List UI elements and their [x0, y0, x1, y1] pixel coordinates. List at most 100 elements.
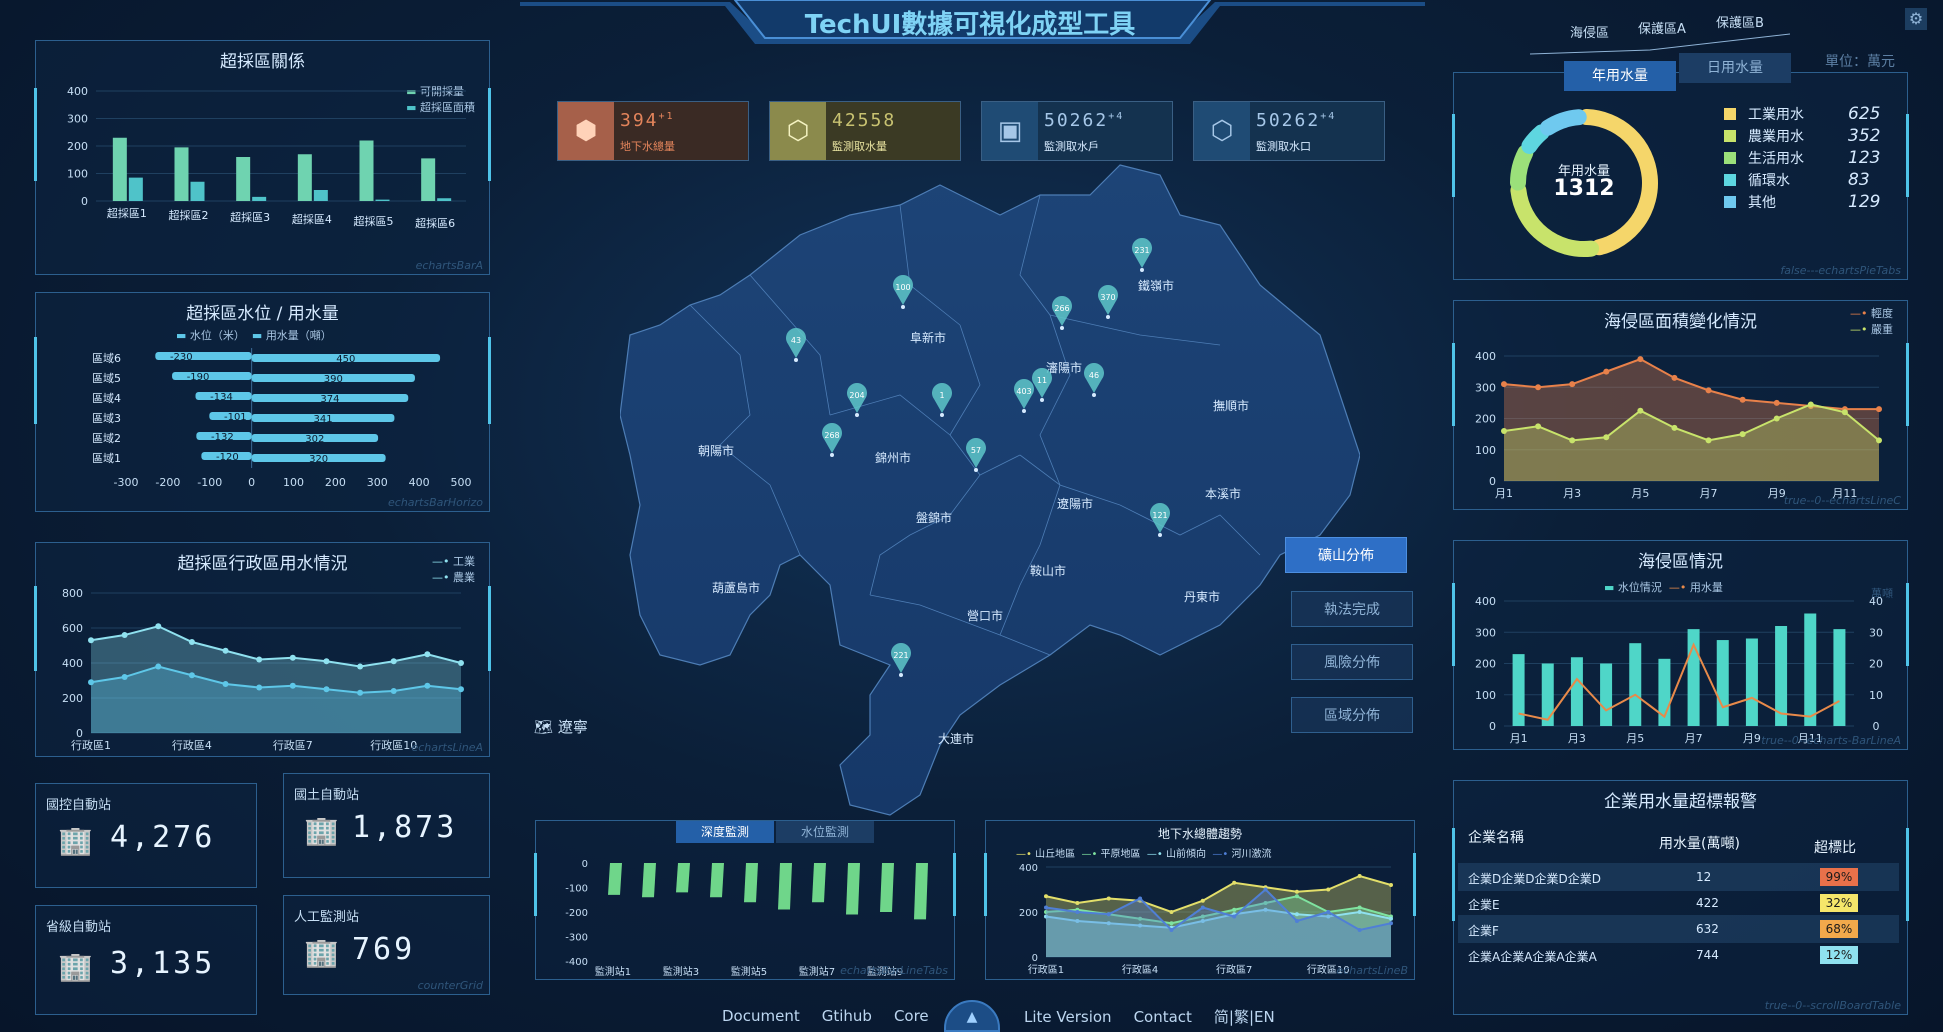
map-icon: 🗺	[534, 718, 554, 736]
tick-label-right: 40	[1869, 596, 1883, 608]
watermark: echartsLineA	[411, 741, 483, 754]
tab-daily[interactable]: 日用水量	[1679, 53, 1791, 83]
tick-label: 300	[367, 476, 388, 489]
data-point	[1263, 907, 1268, 912]
tick-label: 0	[1489, 475, 1496, 488]
bar	[437, 198, 452, 201]
data-point	[188, 672, 195, 679]
liaoning-map[interactable]: 鐵嶺市 阜新市 瀋陽市 撫順市 朝陽市 錦州市 遼陽市 本溪市 盤錦市 鞍山市 …	[620, 155, 1360, 845]
data-label: 302	[305, 434, 324, 445]
data-point	[1294, 912, 1299, 917]
category-label: 監測站9	[867, 965, 903, 978]
tick-label: -200	[565, 908, 588, 919]
stat-value: 3,135	[110, 946, 216, 981]
tick-label: 800	[62, 587, 83, 600]
tab-protected-b[interactable]: 保護區B	[1716, 16, 1764, 31]
tab-sea-intrusion[interactable]: 海侵區	[1570, 26, 1610, 41]
footer-link-document[interactable]: Document	[722, 1007, 800, 1025]
footer-link-lite[interactable]: Lite Version	[1024, 1008, 1112, 1026]
tab-protected-a[interactable]: 保護區A	[1638, 22, 1686, 37]
tick-label: 100	[1475, 444, 1496, 457]
series-area	[91, 626, 461, 733]
water-use-value: 632	[1696, 922, 1719, 936]
tick-label: 600	[62, 622, 83, 635]
data-point	[1389, 883, 1393, 887]
tab-annual[interactable]: 年用水量	[1564, 61, 1676, 91]
stat-label: 國控自動站	[46, 798, 112, 813]
bar-level	[209, 412, 252, 420]
data-point	[1232, 914, 1237, 919]
series-area	[1504, 359, 1879, 481]
table-row[interactable]: 企業E 422 32%	[1458, 889, 1899, 917]
data-point	[1075, 910, 1080, 914]
data-point	[256, 656, 263, 663]
series-line	[90, 665, 462, 694]
tick-label: 0	[1489, 720, 1496, 733]
bar	[359, 140, 374, 201]
map-pin-value: 46	[1089, 371, 1099, 380]
panel-title: 企業用水量超標報警	[1604, 792, 1757, 812]
table-row[interactable]: 企業D企業D企業D企業D 12 99%	[1458, 863, 1899, 891]
bar-line-chart: 0 100 200 300 400 0 10 20 30 40 月1 月3 月5 月7 月9 月11	[1475, 596, 1883, 745]
panel-title: 超採區關係	[220, 52, 305, 72]
legend-label: 農業用水	[1748, 129, 1804, 145]
data-point	[1169, 928, 1174, 932]
footer-link-github[interactable]: Gtihub	[821, 1007, 872, 1025]
stat-label: 省級自動站	[46, 920, 112, 935]
stat-national-station: 國控自動站 🏢 4,276	[35, 783, 257, 888]
data-point	[1044, 905, 1048, 910]
tick-label: -300	[114, 476, 139, 489]
data-point	[155, 623, 162, 630]
data-point	[1200, 905, 1205, 910]
category-label: 行政區4	[172, 738, 212, 752]
area-distribution-button[interactable]: 區域分佈	[1291, 697, 1413, 733]
category-label: 區域3	[92, 412, 121, 425]
mine-distribution-button[interactable]: 礦山分佈	[1285, 537, 1407, 573]
panel-title: 超採區行政區用水情況	[177, 554, 348, 574]
donut-slice	[1539, 109, 1587, 136]
category-label: 行政區7	[273, 738, 313, 752]
data-point	[1200, 919, 1205, 923]
kpi-label: 監測取水戶	[1044, 140, 1099, 153]
table-row[interactable]: 企業A企業A企業A企業A 744 12%	[1458, 941, 1899, 969]
data-point	[323, 686, 330, 693]
panel-depth-monitoring: 深度監測 水位監測 0 -100 -200 -300 -400 監測站1 監測站3 監測站5 監…	[534, 820, 956, 980]
cube-icon: ⬡	[1194, 102, 1250, 160]
footer-link-core[interactable]: Core	[893, 1007, 929, 1025]
footer-link-language[interactable]: 简|繁|EN	[1213, 1008, 1275, 1026]
footer-link-contact[interactable]: Contact	[1133, 1008, 1192, 1026]
map-region-label: 遼寧	[557, 718, 588, 736]
risk-distribution-button[interactable]: 風險分佈	[1291, 644, 1413, 680]
bar	[608, 863, 622, 895]
unit-label: 單位：萬元	[1825, 54, 1895, 70]
stat-label: 國土自動站	[294, 788, 360, 803]
series-line	[1045, 888, 1392, 932]
tab-water-level[interactable]: 水位監測	[776, 821, 874, 843]
kpi-groundwater-total: ⬢ 394+1 地下水總量	[557, 101, 749, 161]
city-label: 本溪市	[1205, 486, 1241, 501]
legend: —• 山丘地區 —• 平原地區 —• 山前傾向 —• 河川激流	[1016, 849, 1272, 860]
legend-label: 循環水	[1748, 173, 1790, 189]
category-label: 行政區10	[1307, 963, 1350, 976]
legend-label: 工業	[453, 555, 475, 568]
data-point	[1773, 415, 1780, 422]
data-point	[1044, 914, 1048, 919]
tick-label: 0	[248, 476, 255, 489]
category-label: 月11	[1798, 732, 1823, 745]
tab-depth[interactable]: 深度監測	[676, 821, 774, 843]
table-header: 超標比	[1814, 840, 1856, 856]
category-label: 月3	[1568, 732, 1586, 745]
legend-label: 輕度	[1871, 307, 1893, 320]
data-point	[1106, 896, 1111, 901]
watermark: echartsBarLineTabs	[840, 964, 948, 977]
panel-sea-intrusion-status: 海侵區情況 ▬ 水位情況 —• 用水量 萬噸 0 100 200 300 400 0 10 2…	[1452, 540, 1909, 750]
map-region: 🗺 遼寧	[534, 716, 588, 737]
gear-icon[interactable]: ⚙	[1905, 8, 1927, 30]
data-label: 390	[324, 374, 343, 385]
data-point	[1106, 912, 1111, 917]
bar-usage	[251, 394, 409, 402]
bar	[1512, 654, 1525, 726]
map-pin-value: 268	[824, 431, 839, 440]
table-row[interactable]: 企業F 632 68%	[1458, 915, 1899, 943]
enforcement-button[interactable]: 執法完成	[1291, 591, 1413, 627]
